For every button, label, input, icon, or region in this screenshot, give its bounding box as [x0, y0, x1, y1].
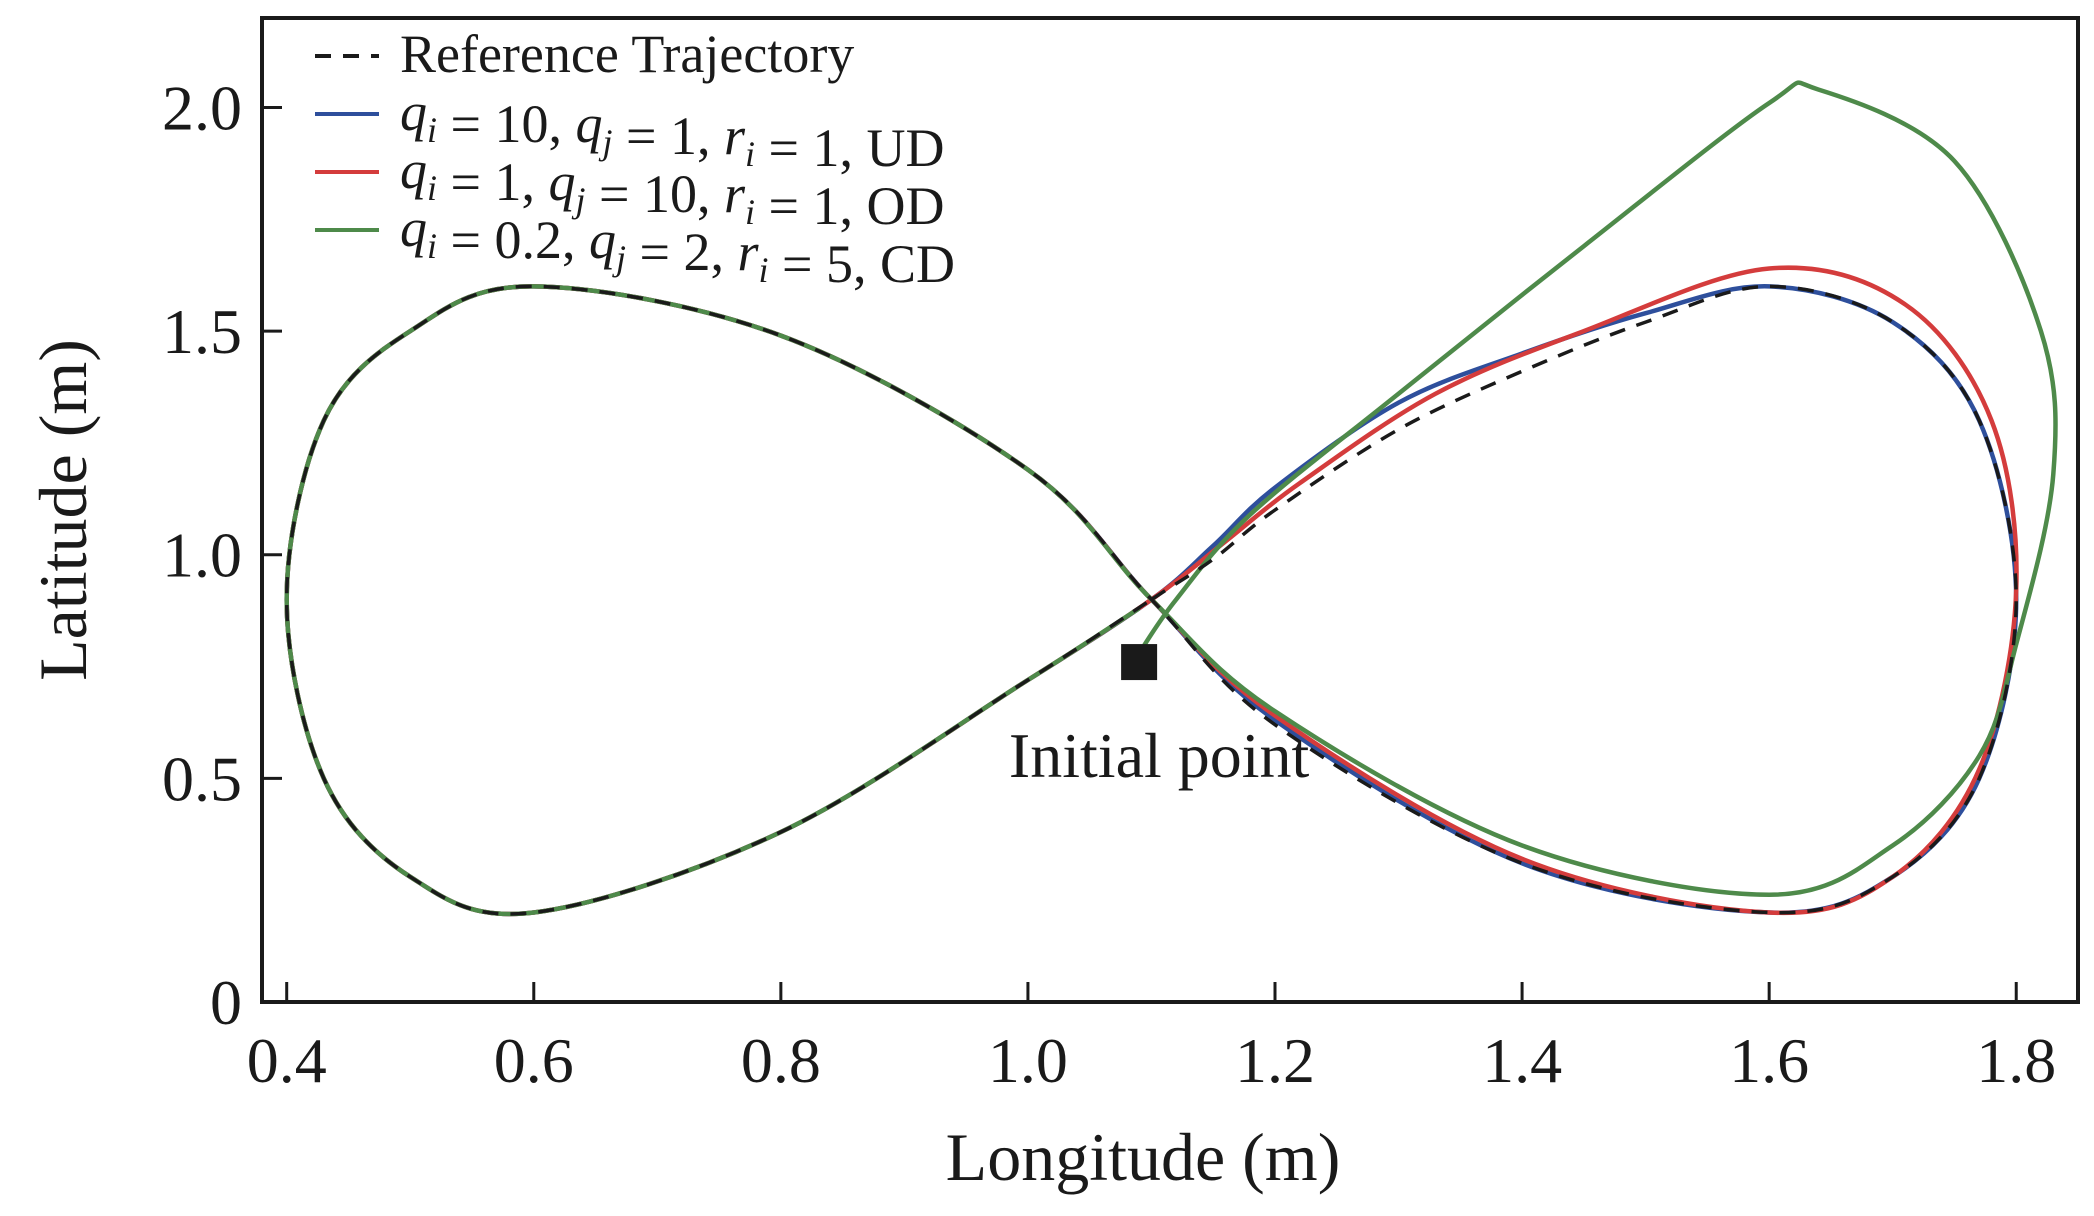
legend-label: qi = 1, qj = 10, ri = 1, OD: [400, 140, 944, 236]
series-layer: [284, 80, 2058, 917]
x-tick-label: 0.4: [247, 1025, 327, 1096]
initial-point-label: Initial point: [1009, 720, 1310, 791]
y-tick-label: 1.5: [162, 296, 242, 367]
x-tick-label: 1.8: [1976, 1025, 2056, 1096]
series-line-reference-trajectory: [284, 284, 2018, 916]
x-tick-label: 1.2: [1235, 1025, 1315, 1096]
legend-label: qi = 10, qj = 1, ri = 1, UD: [400, 82, 944, 178]
plot-frame: [260, 16, 2080, 1004]
x-tick-label: 0.6: [494, 1025, 574, 1096]
legend-label: qi = 0.2, qj = 2, ri = 5, CD: [400, 198, 955, 294]
initial-point-marker: [1121, 644, 1158, 681]
x-tick-label: 0.8: [741, 1025, 821, 1096]
annotation-layer: Initial point: [1009, 644, 1310, 791]
y-tick-label: 1.0: [162, 520, 242, 591]
x-tick-label: 1.0: [988, 1025, 1068, 1096]
x-tick-label: 1.6: [1729, 1025, 1809, 1096]
y-axis-title: Latitude (m): [25, 339, 101, 681]
series-line-od: [284, 265, 2019, 917]
y-tick-label: 0: [210, 967, 242, 1038]
y-tick-label: 2.0: [162, 72, 242, 143]
y-tick-label: 0.5: [162, 743, 242, 814]
x-tick-label: 1.4: [1482, 1025, 1562, 1096]
legend-label: Reference Trajectory: [400, 24, 854, 84]
ticks-layer: 0.4 0.6 0.8 1.0 1.2 1.4 1.6 1.8 0 0.5 1.0 1.5 2.0: [162, 72, 2056, 1096]
x-axis-title: Longitude (m): [946, 1119, 1341, 1195]
